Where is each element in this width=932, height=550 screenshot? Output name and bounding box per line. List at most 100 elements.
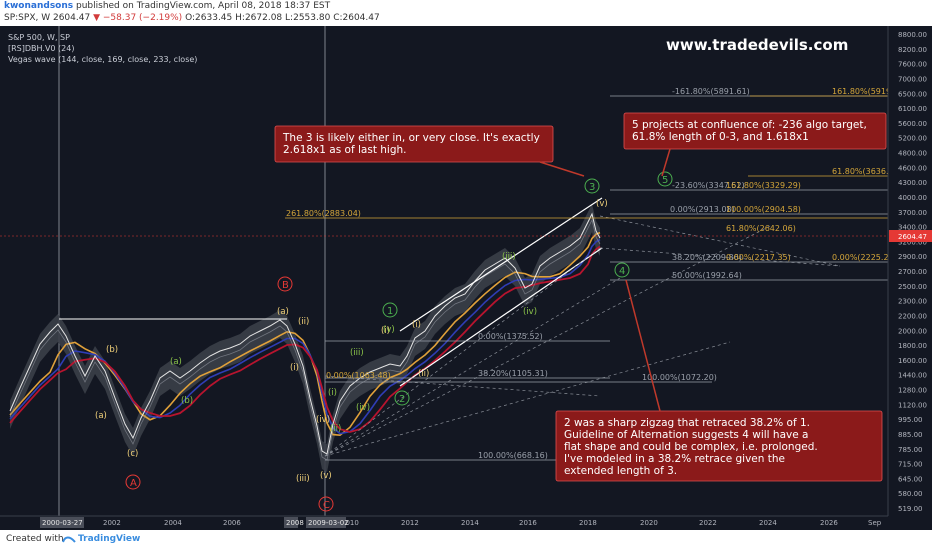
legend-indicator-2: Vegas wave (144, close, 169, close, 233,… xyxy=(8,55,197,64)
callout-wave-5 xyxy=(623,112,887,150)
fib-label: 100.00%(668.16) xyxy=(478,451,548,460)
ohlc-open: O:2633.45 xyxy=(185,13,233,23)
chart-grid xyxy=(58,26,326,516)
time-tick: 2026 xyxy=(820,519,838,527)
callout-wave-3-text: The 3 is likely either in, or very close… xyxy=(282,132,540,144)
time-highlight-label: 2009-03-02 xyxy=(308,519,349,527)
wave-circle xyxy=(277,276,293,292)
wave-circle xyxy=(584,178,600,194)
wave-label: (a) xyxy=(170,357,182,367)
current-price-label: 2604.47 xyxy=(898,233,927,241)
fib-label: 0.00%(2913.08) xyxy=(670,205,735,214)
time-tick: 2010 xyxy=(341,519,359,527)
price-tick: 4000.00 xyxy=(898,194,927,202)
price-tick: 2200.00 xyxy=(898,312,927,320)
publish-info: published on TradingView.com, April 08, … xyxy=(76,1,331,11)
ohlc-high: H:2672.08 xyxy=(235,13,283,23)
fib-label: 161.80%(5919.) xyxy=(832,87,897,96)
fib-label: 0.00%(2217.35) xyxy=(726,253,791,262)
wave-label: (b) xyxy=(181,396,193,406)
symbol-label: SP:SPX, W xyxy=(4,13,51,23)
author-name[interactable]: kwonandsons xyxy=(4,1,74,11)
price-tick: 4300.00 xyxy=(898,179,927,187)
axes: 8800.00 8200.00 7600.00 7000.00 6500.00 6100.… xyxy=(0,26,932,530)
callout-wave-5-text: 5 projects at confluence of: -236 algo t… xyxy=(632,119,867,131)
time-tick: Sep xyxy=(868,519,882,527)
price-tick: 785.00 xyxy=(898,446,923,454)
price-tick: 715.00 xyxy=(898,461,923,469)
wave-label: 5 xyxy=(662,175,668,186)
price-tick: 1280.00 xyxy=(898,387,927,395)
price-tick: 6100.00 xyxy=(898,105,927,113)
wave-label: B xyxy=(282,280,289,291)
wave-label: (ii) xyxy=(418,369,429,379)
tradingview-brand[interactable]: TradingView xyxy=(78,534,141,544)
price-tick: 2500.00 xyxy=(898,283,927,291)
time-axis xyxy=(0,516,932,530)
watermark: www.tradedevils.com xyxy=(666,36,848,54)
wave-label: (iv) xyxy=(523,307,537,317)
callout-wave-4 xyxy=(555,410,883,482)
time-tick: 2012 xyxy=(401,519,419,527)
tradingview-logo-icon xyxy=(62,536,76,543)
price-tick: 8200.00 xyxy=(898,46,927,54)
price-tick: 5200.00 xyxy=(898,135,927,143)
price-series xyxy=(9,212,601,461)
current-price-badge xyxy=(889,230,932,242)
chart-area[interactable]: -161.80%(5891.61) 161.80%(5919.) 61.80%(36… xyxy=(0,26,932,530)
fib-label: -161.80%(5891.61) xyxy=(672,87,750,96)
callout-wave-4-text: I've modeled in a 38.2% retrace given th… xyxy=(564,453,785,465)
callout-wave-4-text: flat shape and could be complex, i.e. pr… xyxy=(564,441,818,453)
fib-levels: -161.80%(5891.61) 161.80%(5919.) 61.80%(36… xyxy=(285,87,897,461)
wave-label: (iv) xyxy=(356,403,370,413)
time-highlight xyxy=(306,517,346,528)
wave-label: (i) xyxy=(381,326,390,336)
price-tick: 2000.00 xyxy=(898,327,927,335)
legend-indicator-1: [RS]DBH.V0 (24) xyxy=(8,44,74,53)
chart-footer: Created with TradingView xyxy=(0,530,932,550)
legend-title: S&P 500, W, SP xyxy=(8,33,70,42)
wave-circle xyxy=(394,390,410,406)
callout-wave-4-text: 2 was a sharp zigzag that retraced 38.2%… xyxy=(564,417,810,429)
time-tick: 2004 xyxy=(164,519,182,527)
wave-label: (c) xyxy=(127,449,138,459)
time-tick: 2018 xyxy=(579,519,597,527)
price-tick: 4600.00 xyxy=(898,164,927,172)
price-tick: 7600.00 xyxy=(898,61,927,69)
price-tick: 2900.00 xyxy=(898,253,927,261)
wave-label: (iii) xyxy=(502,252,516,262)
price-tick: 645.00 xyxy=(898,475,923,483)
wave-label: (iii) xyxy=(350,348,364,358)
fib-label: 38.20%(1105.31) xyxy=(478,369,548,378)
fib-label: 161.80%(3329.29) xyxy=(726,181,801,190)
wave-label: (v) xyxy=(383,325,395,335)
callout-wave-4-text: extended length of 3. xyxy=(564,465,677,477)
price-tick: 1800.00 xyxy=(898,342,927,350)
time-tick: 2014 xyxy=(461,519,479,527)
fib-label: 0.00%(1375.52) xyxy=(478,332,543,341)
wave-labels: 12345ABC(a)(b)(c)(a)(ii)(i)(iii)(iv)(v)(… xyxy=(95,171,673,512)
wave-label: 1 xyxy=(387,306,393,317)
fib-label: 0.00%(2225.2) xyxy=(832,253,892,262)
wave-label: (v) xyxy=(320,471,332,481)
price-tick: 995.00 xyxy=(898,416,923,424)
time-tick: 2002 xyxy=(103,519,121,527)
wave-label: 3 xyxy=(589,182,595,193)
fib-label: 38.20%(2209.86) xyxy=(672,253,742,262)
time-tick: 2024 xyxy=(759,519,777,527)
time-highlight-label: 2008 xyxy=(286,519,304,527)
fib-label: 100.00%(1072.20) xyxy=(642,373,717,382)
callout-wave-4-text: Guideline of Alternation suggests 4 will… xyxy=(564,429,808,441)
callout-wave-3 xyxy=(274,125,554,163)
time-highlight-label: 2000-03-27 xyxy=(42,519,83,527)
price-tick: 885.00 xyxy=(898,431,923,439)
fib-label: 50.00%(1992.64) xyxy=(672,271,742,280)
time-tick: 2016 xyxy=(519,519,537,527)
fib-label: 261.80%(2883.04) xyxy=(286,209,361,218)
wave-circle xyxy=(657,171,673,187)
wave-label: (a) xyxy=(277,307,289,317)
wave-circle xyxy=(614,262,630,278)
vegas-wave-lines xyxy=(9,231,601,437)
quote-line: SP:SPX, W 2604.47 ▼ −58.37 (−2.19%) O:26… xyxy=(4,13,380,23)
fib-label: -23.60%(3347.52) xyxy=(672,181,745,190)
